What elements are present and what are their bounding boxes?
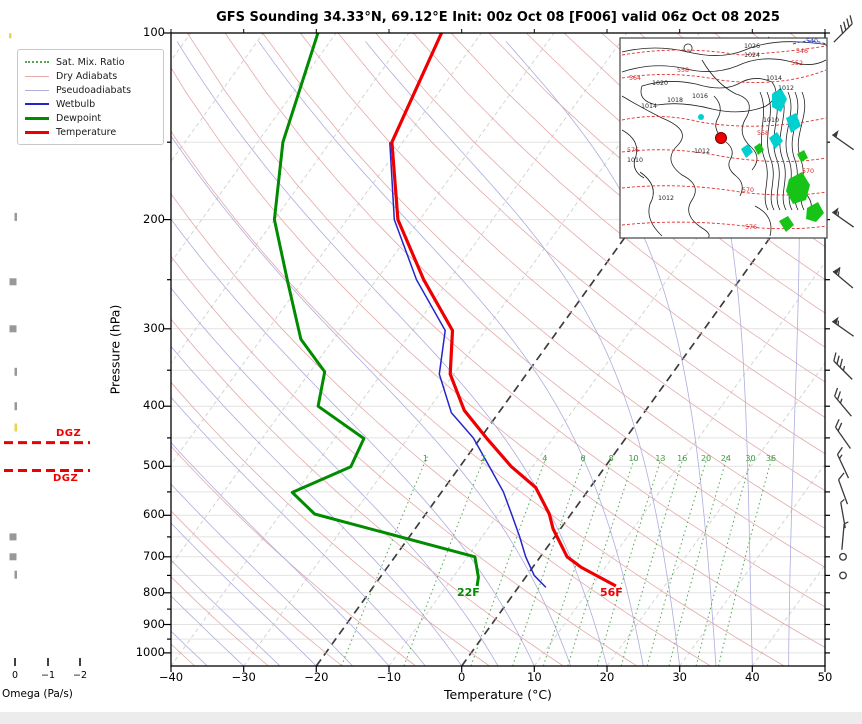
legend-item: Dry Adiabats bbox=[25, 69, 156, 83]
wetbulb-line bbox=[389, 142, 547, 588]
temperature-tick-label: −30 bbox=[231, 670, 256, 684]
map-contour-label: 1010 bbox=[763, 117, 779, 124]
omega-tick-label: −1 bbox=[40, 670, 55, 681]
legend-label: Sat. Mix. Ratio bbox=[56, 56, 125, 68]
legend: Sat. Mix. Ratio Dry Adiabats Pseudoadiab… bbox=[17, 49, 164, 145]
map-contour-label: 558 bbox=[757, 130, 769, 137]
pressure-tick-label: 100 bbox=[143, 25, 165, 39]
temperature-tick-label: 30 bbox=[672, 670, 687, 684]
pressure-tick-label: 1000 bbox=[135, 644, 165, 659]
pressure-tick-label: 200 bbox=[143, 211, 165, 226]
map-contour-label: 1020 bbox=[652, 80, 668, 87]
temperature-tick-label: 20 bbox=[599, 670, 615, 684]
pressure-tick-label: 700 bbox=[143, 548, 165, 563]
map-contour-label: 1016 bbox=[692, 93, 708, 100]
legend-label: Pseudoadiabats bbox=[56, 84, 132, 96]
legend-item: Wetbulb bbox=[25, 97, 156, 111]
sounding-location-marker bbox=[715, 132, 727, 144]
pressure-axis-label: Pressure (hPa) bbox=[107, 304, 123, 395]
map-contour-label: 576 bbox=[745, 224, 757, 231]
map-contour-label: 570 bbox=[802, 168, 814, 175]
map-contour-label: 570 bbox=[742, 187, 754, 194]
pressure-tick-label: 500 bbox=[143, 458, 165, 473]
map-contour-label: 1012 bbox=[778, 85, 794, 92]
pressure-tick-label: 300 bbox=[143, 320, 165, 335]
map-contour-label: 1014 bbox=[766, 75, 782, 82]
legend-label: Dry Adiabats bbox=[56, 70, 118, 82]
wind-barbs bbox=[831, 15, 855, 580]
legend-label: Dewpoint bbox=[56, 112, 102, 124]
temperature-axis-label: Temperature (°C) bbox=[444, 687, 552, 702]
inset-map: 1026 1024 540 546 552 558 564 1020 1014 1012 1016 1… bbox=[619, 37, 828, 239]
dewpoint-line bbox=[272, 33, 480, 587]
omega-axis-label: Omega (Pa/s) bbox=[2, 688, 73, 700]
page-title: GFS Sounding 34.33°N, 69.12°E Init: 00z … bbox=[216, 10, 780, 25]
mixing-ratio-label: 6 bbox=[580, 454, 586, 463]
map-contour-label: 1026 bbox=[744, 43, 760, 50]
map-contour-label: 1010 bbox=[627, 157, 643, 164]
pressure-tick-label: 600 bbox=[143, 507, 165, 522]
temperature-tick-label: −10 bbox=[376, 670, 402, 684]
surface-temp-label: 56F bbox=[600, 586, 623, 599]
temperature-tick-label: 40 bbox=[745, 670, 760, 684]
dewpoint-line-swatch bbox=[25, 116, 49, 120]
legend-label: Wetbulb bbox=[56, 98, 96, 110]
temperature-tick-label: 0 bbox=[457, 670, 466, 684]
mixing-ratio-label: 1 bbox=[422, 454, 428, 463]
temperature-tick-label: −40 bbox=[158, 670, 184, 684]
mixing-ratio-label: 13 bbox=[655, 454, 666, 463]
dry-adiabats-line-swatch bbox=[25, 75, 49, 77]
pressure-tick-label: 400 bbox=[143, 398, 165, 413]
map-contour-label: 540 bbox=[806, 38, 818, 45]
map-contour-label: 1018 bbox=[667, 97, 683, 104]
pseudoadiabats-line-swatch bbox=[25, 89, 49, 91]
map-contour-label: 1012 bbox=[694, 148, 710, 155]
mixing-ratio-label: 20 bbox=[700, 454, 712, 463]
temperature-tick-label: −20 bbox=[304, 670, 329, 684]
pressure-tick-label: 900 bbox=[143, 616, 165, 631]
dgz-bottom-label: DGZ bbox=[53, 473, 79, 484]
mixing-ratio-label: 36 bbox=[765, 454, 777, 463]
map-contour-label: 546 bbox=[796, 48, 808, 55]
surface-dewpoint-label: 22F bbox=[457, 586, 480, 599]
map-contour-label: 1012 bbox=[658, 195, 674, 202]
wetbulb-line-swatch bbox=[25, 103, 49, 105]
pressure-tick-label: 800 bbox=[143, 584, 165, 599]
legend-label: Temperature bbox=[56, 126, 117, 138]
sat-mix-ratio-line-swatch bbox=[25, 61, 49, 63]
legend-item: Sat. Mix. Ratio bbox=[25, 55, 156, 69]
mixing-ratio-label: 4 bbox=[542, 454, 548, 463]
plot-border bbox=[170, 32, 826, 667]
footer-strip bbox=[0, 712, 862, 724]
background-lines bbox=[171, 33, 825, 666]
temperature-line bbox=[390, 33, 617, 588]
omega-tick-label: 0 bbox=[11, 670, 19, 681]
mixing-ratio-label: 2 bbox=[480, 454, 486, 463]
map-contour-label: 564 bbox=[629, 75, 641, 82]
mixing-ratio-label: 8 bbox=[608, 454, 614, 463]
legend-item: Dewpoint bbox=[25, 111, 156, 125]
dgz-top-label: DGZ bbox=[56, 428, 82, 439]
temperature-line-swatch bbox=[25, 130, 49, 134]
mixing-ratio-label: 16 bbox=[677, 454, 688, 463]
temperature-tick-label: 50 bbox=[817, 670, 833, 684]
mixing-ratio-label: 30 bbox=[745, 454, 756, 463]
map-contour-label: 1014 bbox=[641, 103, 657, 110]
legend-item: Temperature bbox=[25, 125, 156, 139]
map-contour-label: 1024 bbox=[744, 52, 760, 59]
map-contour-label: 576 bbox=[627, 147, 639, 154]
map-contour-label: 552 bbox=[791, 60, 803, 67]
mixing-ratio-label: 10 bbox=[628, 454, 639, 463]
omega-tick-label: −2 bbox=[72, 670, 87, 681]
temperature-tick-label: 10 bbox=[527, 670, 542, 684]
legend-item: Pseudoadiabats bbox=[25, 83, 156, 97]
mixing-ratio-label: 24 bbox=[720, 454, 731, 463]
map-contour-label: 558 bbox=[677, 67, 689, 74]
